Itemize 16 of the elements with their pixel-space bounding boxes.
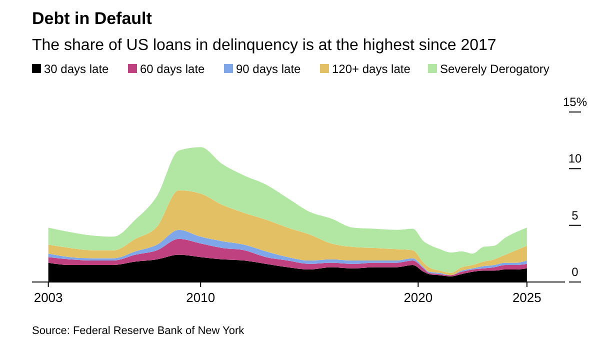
x-tick-label: 2010 xyxy=(186,290,216,305)
chart-title: Debt in Default xyxy=(32,9,152,28)
legend-label: 30 days late xyxy=(44,62,110,76)
chart-subtitle: The share of US loans in delinquency is at the highest since 2017 xyxy=(32,37,496,54)
y-tick-label: 10 xyxy=(568,152,582,166)
y-tick-label: 0 xyxy=(572,265,579,279)
legend-label: 120+ days late xyxy=(332,62,411,76)
source-note: Source: Federal Reserve Bank of New York xyxy=(32,325,245,337)
legend-label: 90 days late xyxy=(236,62,302,76)
x-tick-label: 2025 xyxy=(512,290,542,305)
y-tick-label: 15% xyxy=(562,95,588,109)
x-tick-label: 2020 xyxy=(404,290,433,305)
y-tick-label: 5 xyxy=(572,208,579,222)
legend-label: Severely Derogatory xyxy=(440,62,550,76)
x-tick-label: 2003 xyxy=(34,290,63,305)
legend-label: 60 days late xyxy=(140,62,206,76)
